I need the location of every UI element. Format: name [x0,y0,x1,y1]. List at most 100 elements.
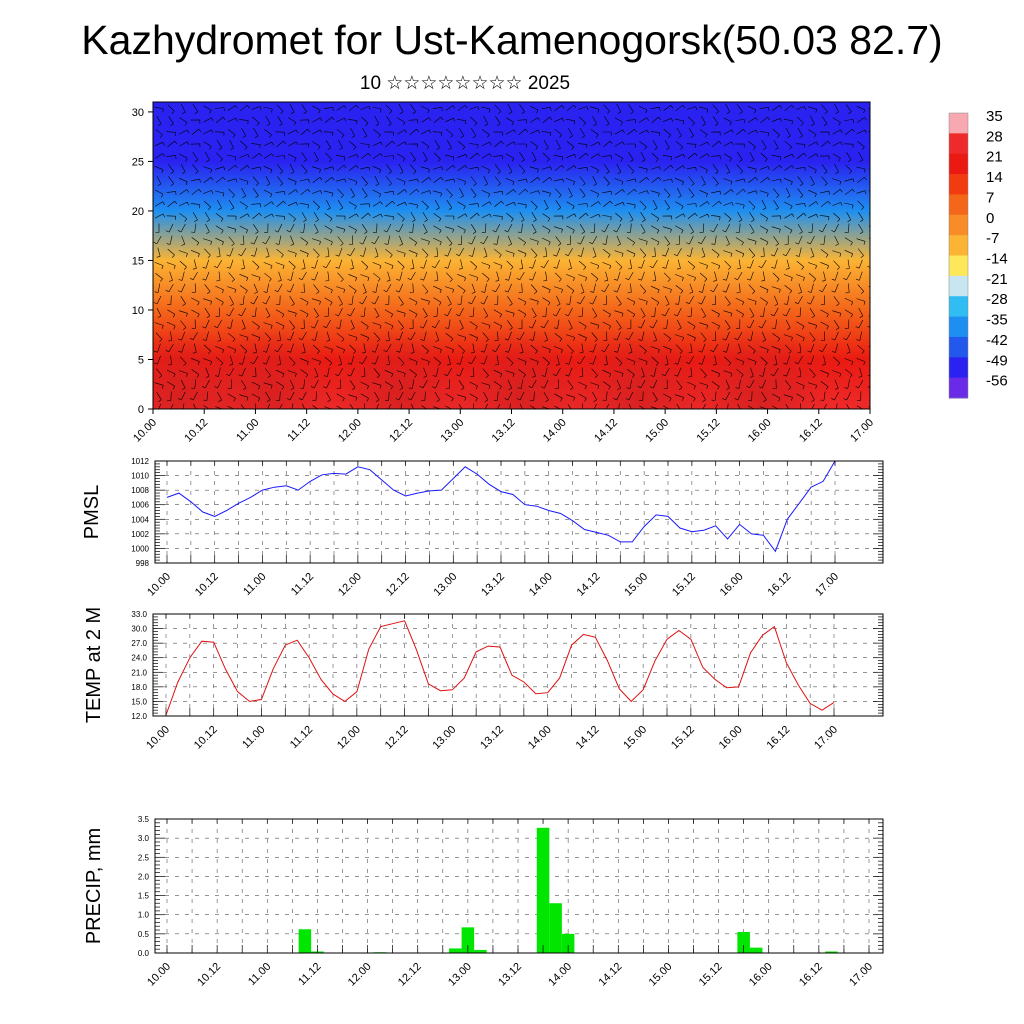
colorbar-label: -49 [986,352,1008,369]
y-tick-label: 24.0 [131,654,147,663]
series-line [165,620,835,716]
colorbar-label: -14 [986,251,1008,268]
x-tick-label: 14.00 [527,571,555,599]
precip-bar [825,951,838,953]
x-tick-label: 16.12 [797,961,825,989]
panel-frame [154,460,884,564]
x-tick-label: 13.00 [446,961,474,989]
y-tick-label: 1010 [131,472,149,481]
x-tick-label: 11.00 [240,724,267,751]
x-tick-label: 16.00 [718,571,746,599]
y-tick-label: 10 [132,305,144,317]
x-tick-label: 17.00 [848,417,876,445]
warm-core [690,325,830,409]
x-tick-label: 14.12 [575,571,603,599]
panel-frame [152,613,884,717]
colorbar-swatch [949,316,968,338]
y-tick-label: 0 [138,404,144,416]
colorbar-swatch [949,194,968,216]
colorbar-swatch [949,133,968,155]
colorbar-swatch [949,153,968,175]
colorbar-swatch [949,377,968,399]
chart-subtitle: 10 ☆☆☆☆☆☆☆☆ 2025 [359,73,571,94]
x-tick-label: 14.12 [596,961,624,989]
x-tick-label: 15.00 [622,571,650,599]
y-tick-label: 27.0 [131,639,147,648]
x-tick-label: 12.12 [396,961,424,989]
colorbar-label: -56 [986,373,1008,390]
grid [155,460,883,564]
x-tick-label: 14.12 [592,417,620,445]
x-tick-label: 11.00 [234,417,261,444]
x-tick-label: 16.12 [765,571,793,599]
colorbar-label: -7 [986,230,999,247]
series-line [166,460,836,553]
colorbar-swatch [949,235,968,256]
x-tick-label: 14.12 [574,724,602,752]
x-tick-label: 15.00 [643,417,671,445]
minor-ticks [155,460,883,564]
y-tick-label: 2.0 [138,872,150,881]
colorbar-swatch [949,113,968,134]
warm-core [200,325,340,409]
y-tick-label: 1.5 [138,892,150,901]
x-tick-label: 13.12 [496,961,524,989]
x-tick-label: 13.12 [490,417,518,445]
wind-barbs [153,103,870,409]
x-tick-label: 13.00 [431,571,459,599]
colorbar-label: 14 [986,169,1003,186]
y-tick-label: 1008 [131,486,149,495]
wind-barbs-overlay [153,103,870,409]
y-tick-label: 12.0 [131,712,147,721]
y-tick-label: 1002 [131,530,149,539]
y-axis-title: PRECIP, mm [83,828,105,944]
precip-bar [737,931,750,953]
y-tick-label: 1012 [131,457,149,466]
x-tick-label: 16.00 [746,417,774,445]
x-tick-label: 13.00 [430,724,458,752]
y-tick-label: 1.0 [138,911,150,920]
x-tick-label: 16.12 [764,724,792,752]
x-tick-label: 11.00 [241,571,268,598]
y-tick-label: 20 [132,206,144,218]
cross-section-panel: 0 5 10 15 20 25 30 10.00 10.12 11.00 11.12 12.00 12.… [131,101,876,445]
colorbar-swatch [949,214,968,236]
colorbar-swatch [949,255,968,277]
panel-frame [154,818,884,954]
x-tick-label: 13.12 [478,724,506,752]
x-tick-label: 10.12 [193,571,221,599]
warm-core [450,325,590,409]
colorbar-label: -28 [986,291,1008,308]
colorbar-swatch [949,275,968,297]
y-tick-label: 33.0 [131,610,147,619]
colorbar: 35 28 21 14 7 0 -7 -14 -21 -28 -35 -42 -49 -56 [948,108,1008,399]
y-tick-label: 21.0 [131,668,147,677]
x-tick-label: 10.00 [131,417,159,445]
precip-bar [461,927,475,953]
colorbar-swatch [949,336,968,358]
x-tick-label: 15.12 [697,961,725,989]
y-tick-label: 0.5 [138,930,150,939]
x-tick-label: 11.12 [296,961,323,988]
colorbar-swatch [949,174,968,195]
y-axis-title: PMSL [81,485,103,539]
warm-core [330,325,470,409]
x-tick-label: 12.00 [336,417,364,445]
x-tick-label: 16.12 [797,417,825,445]
x-tick-label: 14.00 [526,724,554,752]
x-tick-label: 12.12 [384,571,412,599]
x-tick-label: 17.00 [813,571,841,599]
precip-bar [749,947,763,953]
x-tick-label: 11.00 [246,961,273,988]
y-tick-label: 25 [132,156,144,168]
x-tick-label: 12.00 [346,961,374,989]
y-tick-label: 998 [136,559,150,568]
x-tick-label: 10.12 [192,724,220,752]
colorbar-swatch [949,296,968,318]
y-tick-label: 1000 [131,544,149,553]
y-tick-label: 3.0 [138,834,150,843]
precip-bar [536,827,550,953]
x-tick-label: 17.00 [812,724,840,752]
x-tick-label: 10.12 [182,417,210,445]
